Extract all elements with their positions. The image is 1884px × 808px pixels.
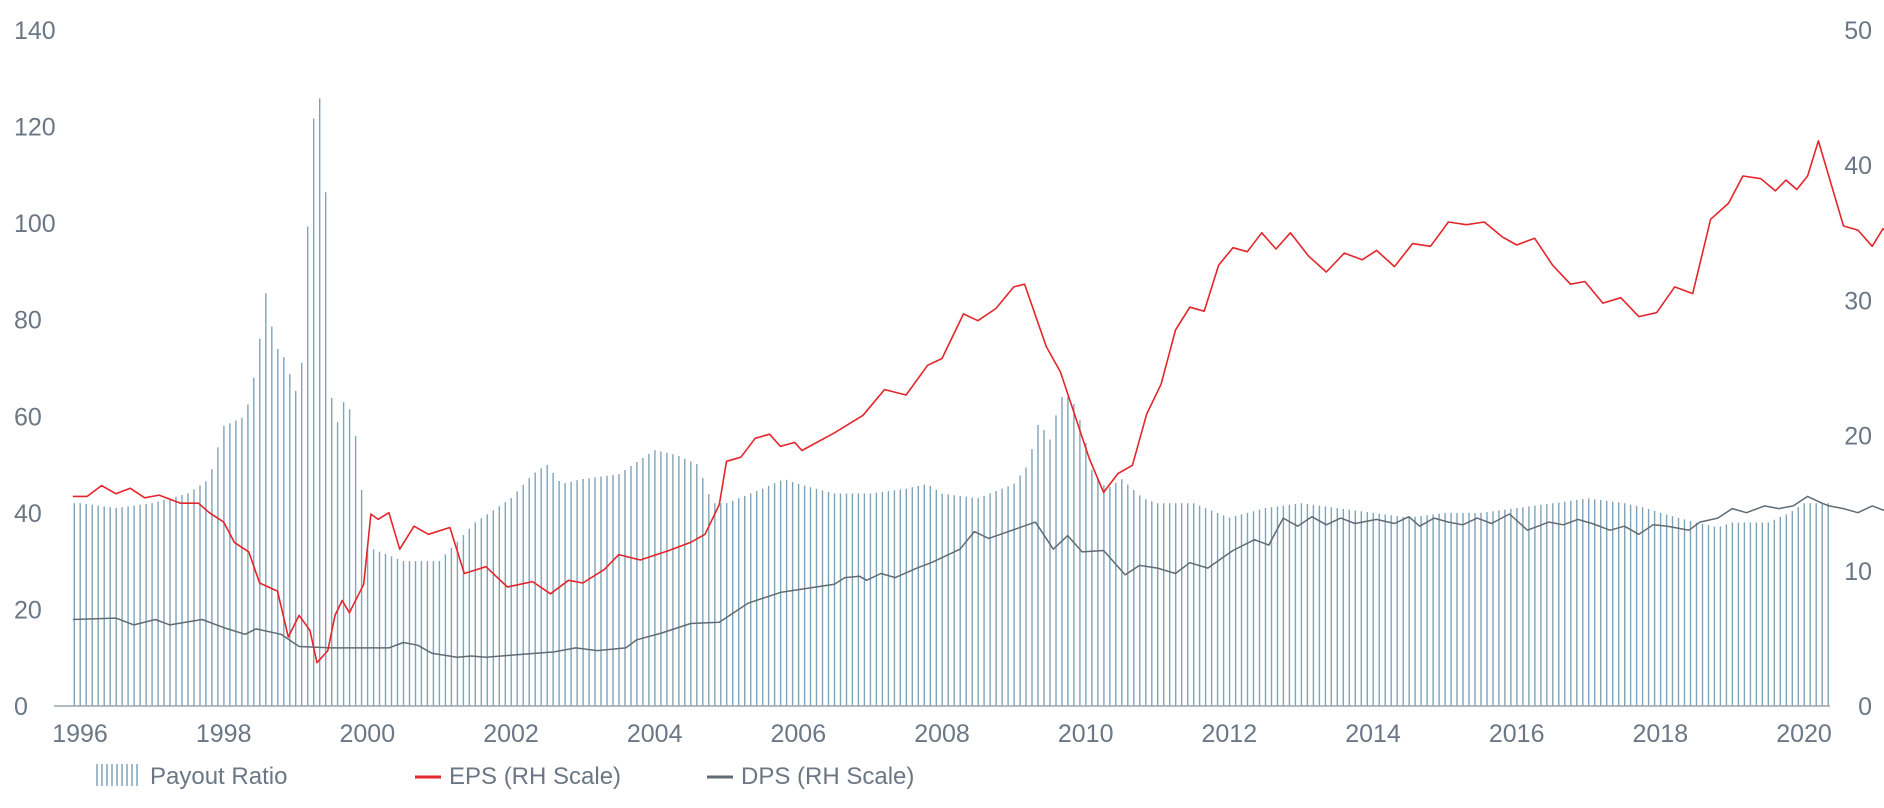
x-tick-label: 1998 (196, 720, 252, 748)
x-tick-label: 2018 (1632, 720, 1688, 748)
right-tick-label: 10 (1844, 558, 1872, 586)
x-tick-label: 2014 (1345, 720, 1401, 748)
legend-label-dps: DPS (RH Scale) (741, 763, 914, 790)
right-tick-label: 20 (1844, 423, 1872, 451)
x-tick-label: 2004 (627, 720, 683, 748)
x-tick-label: 2000 (339, 720, 395, 748)
x-axis: 1996 1998 2000 2002 2004 2006 2008 2010 2012 2014… (52, 720, 1832, 748)
left-tick-label: 20 (14, 596, 42, 624)
dps-line (72, 495, 1884, 659)
payout-ratio-bars (73, 98, 1829, 706)
legend-item-payout-ratio: Payout Ratio (96, 763, 287, 790)
right-tick-label: 0 (1858, 693, 1872, 721)
legend-item-dps: DPS (RH Scale) (707, 763, 914, 790)
x-tick-label: 1996 (52, 720, 108, 748)
right-tick-label: 40 (1844, 152, 1872, 180)
left-tick-label: 80 (14, 307, 42, 335)
left-tick-label: 60 (14, 403, 42, 431)
x-tick-label: 2016 (1489, 720, 1545, 748)
left-tick-label: 100 (14, 210, 56, 238)
right-tick-label: 50 (1844, 17, 1872, 45)
eps-line (72, 140, 1884, 664)
legend-item-eps: EPS (RH Scale) (415, 763, 621, 790)
series-lines (72, 140, 1884, 664)
left-tick-label: 0 (14, 693, 28, 721)
left-tick-label: 120 (14, 114, 56, 142)
right-y-axis: 0 10 20 30 40 50 (1844, 17, 1872, 721)
left-tick-label: 40 (14, 500, 42, 528)
legend-bars-swatch (96, 764, 138, 786)
legend: Payout Ratio EPS (RH Scale) DPS (RH Scal… (96, 763, 914, 790)
right-tick-label: 30 (1844, 287, 1872, 315)
left-tick-label: 140 (14, 17, 56, 45)
legend-label-payout-ratio: Payout Ratio (150, 763, 287, 790)
left-y-axis: 0 20 40 60 80 100 120 140 (14, 17, 56, 721)
x-tick-label: 2010 (1058, 720, 1114, 748)
x-tick-label: 2002 (483, 720, 539, 748)
x-tick-label: 2008 (914, 720, 970, 748)
x-tick-label: 2006 (770, 720, 826, 748)
x-tick-label: 2020 (1776, 720, 1832, 748)
x-tick-label: 2012 (1201, 720, 1257, 748)
legend-label-eps: EPS (RH Scale) (449, 763, 621, 790)
